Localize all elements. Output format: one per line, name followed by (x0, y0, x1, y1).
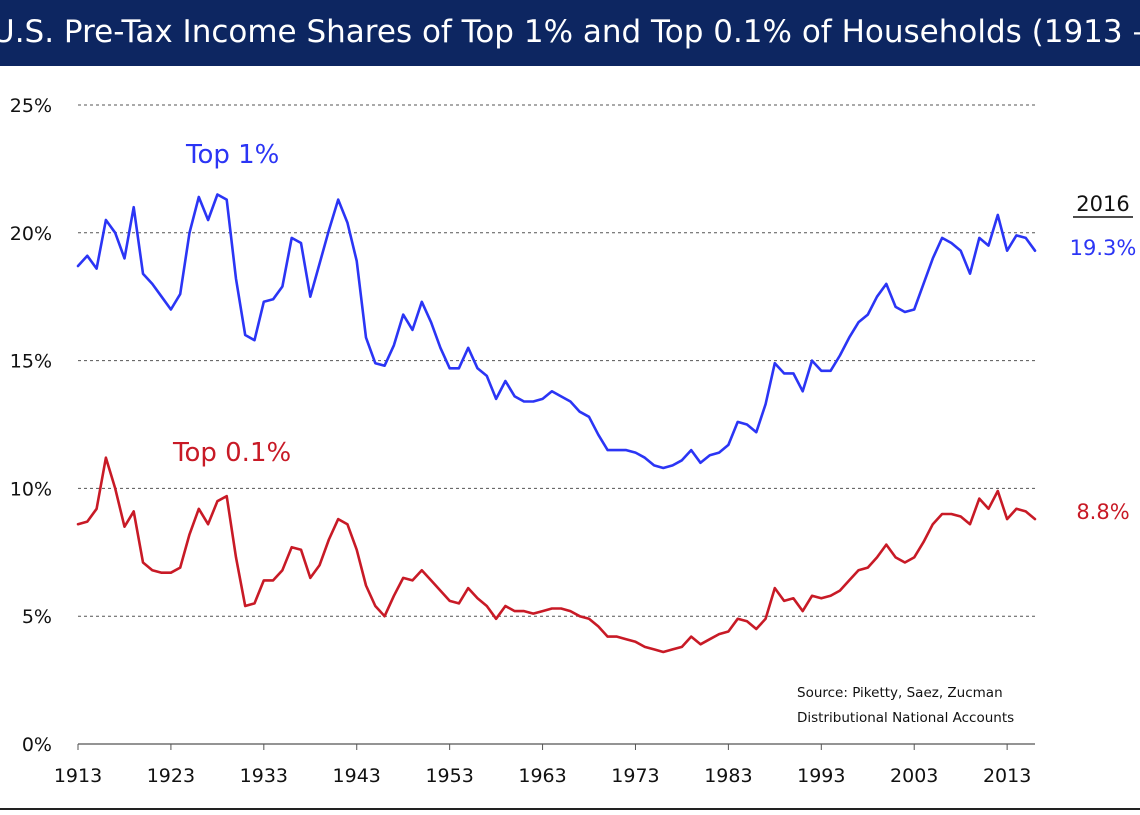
y-tick-label: 25% (10, 95, 52, 117)
y-tick-label: 10% (10, 478, 52, 500)
series-label-top01: Top 0.1% (172, 438, 291, 468)
grid-layer (78, 104, 1035, 617)
chart-title: U.S. Pre-Tax Income Shares of Top 1% and… (0, 14, 1140, 50)
x-tick-label: 1973 (611, 765, 659, 787)
series-layer (76, 193, 1037, 654)
x-tick-label: 2003 (890, 765, 938, 787)
end-value-top1: 19.3% (1070, 236, 1137, 260)
bottom-rule (0, 808, 1140, 810)
x-tick-label: 1913 (54, 765, 102, 787)
x-tick-label: 1953 (425, 765, 473, 787)
series-line-top1 (76, 193, 1037, 470)
x-tick-label: 1983 (704, 765, 752, 787)
source-line-1: Source: Piketty, Saez, Zucman (797, 685, 1003, 701)
y-tick-label: 0% (22, 734, 52, 756)
y-tick-label: 15% (10, 351, 52, 373)
y-tick-label: 5% (22, 606, 52, 628)
title-bar: U.S. Pre-Tax Income Shares of Top 1% and… (0, 0, 1140, 66)
x-tick-label: 1993 (797, 765, 845, 787)
end-year-label: 2016 (1076, 192, 1129, 216)
x-tick-label: 1933 (240, 765, 288, 787)
x-tick-label: 1923 (147, 765, 195, 787)
x-tick-label: 2013 (983, 765, 1031, 787)
end-value-top01: 8.8% (1076, 500, 1129, 524)
series-label-top1: Top 1% (185, 140, 279, 170)
label-layer: Top 1% Top 0.1% 2016 19.3% 8.8% Source: … (172, 140, 1136, 726)
x-tick-label: 1963 (518, 765, 566, 787)
series-line-top01 (76, 456, 1037, 654)
axis-layer: 0% 5% 10% 15% 20% 25% 1913 1923 1933 1943 1953 1963… (10, 95, 1035, 787)
source-line-2: Distributional National Accounts (797, 710, 1014, 726)
x-tick-label: 1943 (333, 765, 381, 787)
y-tick-label: 20% (10, 223, 52, 245)
